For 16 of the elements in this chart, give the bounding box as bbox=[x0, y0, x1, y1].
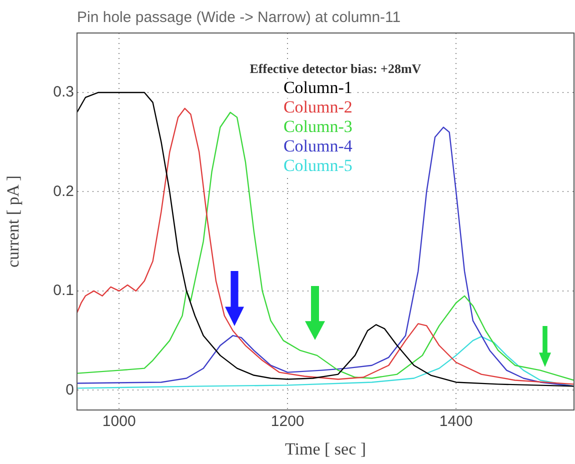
legend-title: Effective detector bias: +28mV bbox=[250, 61, 422, 76]
y-tick-label: 0.3 bbox=[53, 84, 74, 101]
x-tick-label: 1000 bbox=[102, 413, 136, 430]
x-axis-title: Time [ sec ] bbox=[284, 439, 366, 458]
text: Column-1 bbox=[283, 78, 352, 97]
x-tick-label: 1200 bbox=[270, 413, 304, 430]
text: Column-3 bbox=[283, 117, 352, 136]
y-tick-label: 0.1 bbox=[53, 282, 74, 300]
text: Column-4 bbox=[283, 136, 353, 156]
y-tick-label: 0.2 bbox=[53, 182, 74, 200]
y-axis-title: current [ pA ] bbox=[4, 175, 23, 268]
text: Column-5 bbox=[283, 156, 352, 175]
x-tick-label: 1400 bbox=[439, 413, 473, 430]
y-tick-label: 0 bbox=[66, 381, 74, 398]
text: Column-2 bbox=[283, 98, 352, 116]
chart-title: Pin hole passage (Wide -> Narrow) at column-11 bbox=[77, 9, 401, 26]
